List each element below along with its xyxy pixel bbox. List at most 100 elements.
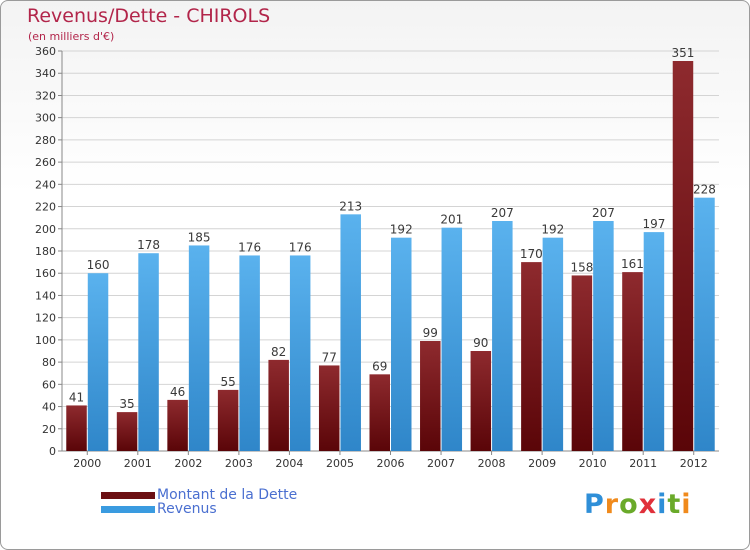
data-label-debt: 82 [271,345,286,359]
legend-item-debt: Montant de la Dette [101,487,298,503]
logo-letter: x [638,489,658,520]
x-tick-label: 2006 [377,457,405,470]
bar-debt [318,365,340,451]
logo-letter: t [667,489,682,520]
x-tick-label: 2001 [124,457,152,470]
bar-revenue [593,221,614,451]
bar-revenue [87,273,109,451]
logo-letter: o [619,489,639,520]
data-label-revenue: 176 [289,240,312,254]
bar-debt [217,389,239,451]
legend-item-revenue: Revenus [101,501,297,517]
legend-label-revenue: Revenus [157,501,217,517]
bar-revenue [542,237,564,451]
chart-title: Revenus/Dette - CHIROLS [27,5,271,27]
bar-debt [521,262,542,451]
data-label-debt: 55 [220,375,235,389]
bar-revenue [239,255,260,451]
y-tick-label: 200 [35,223,56,236]
x-tick-label: 2008 [478,457,506,470]
data-label-debt: 90 [473,336,488,350]
y-tick-label: 180 [35,245,56,258]
data-label-revenue: 192 [390,223,413,237]
y-tick-label: 120 [35,312,56,325]
data-label-debt: 170 [520,247,543,261]
data-label-debt: 77 [322,350,337,364]
bar-revenue [391,237,412,451]
data-label-debt: 161 [621,257,644,271]
bar-debt [420,341,441,451]
y-tick-label: 300 [35,112,56,125]
bar-revenue [188,245,210,451]
y-tick-label: 240 [35,178,56,191]
bar-debt [571,275,593,451]
data-label-revenue: 213 [339,199,362,213]
data-label-revenue: 176 [238,240,261,254]
legend-swatch-revenue [101,505,155,513]
bar-revenue [289,255,311,451]
data-label-revenue: 197 [642,217,665,231]
bar-revenue [441,227,463,451]
data-label-revenue: 201 [440,213,463,227]
bar-debt [116,412,138,451]
logo-letter: r [604,489,620,520]
data-label-debt: 69 [372,359,387,373]
data-label-debt: 41 [69,390,84,404]
logo-letter: i [681,489,692,520]
bar-chart: 0 20 40 60 80 100 120 140 160 180 200 220 240 260 280 3… [35,45,719,470]
y-tick-label: 80 [42,356,56,369]
data-label-revenue: 178 [137,238,160,252]
legend-swatch-debt [101,491,155,499]
y-tick-label: 340 [35,67,56,80]
y-tick-label: 160 [35,267,56,280]
logo-letter: i [657,489,668,520]
legend-label-debt: Montant de la Dette [157,487,298,503]
x-tick-label: 2012 [680,457,708,470]
x-tick-label: 2002 [174,457,202,470]
y-tick-label: 20 [42,423,56,436]
data-label-debt: 158 [570,260,593,274]
bar-revenue [694,197,715,451]
data-label-revenue: 185 [188,230,211,244]
data-label-debt: 99 [423,326,438,340]
data-label-revenue: 207 [592,206,615,220]
data-label-revenue: 207 [491,206,514,220]
bar-revenue [492,221,513,451]
bar-debt [470,351,492,451]
y-tick-label: 140 [35,289,56,302]
y-tick-label: 60 [42,378,56,391]
legend: Montant de la Dette Revenus [101,487,298,517]
x-tick-label: 2007 [427,457,455,470]
x-tick-label: 2000 [73,457,101,470]
data-label-debt: 46 [170,385,185,399]
y-tick-label: 360 [35,45,56,58]
y-tick-label: 100 [35,334,56,347]
chart-subtitle: (en milliers d'€) [28,30,115,43]
y-tick-label: 260 [35,156,56,169]
logo-letter: P [584,489,605,520]
bar-revenue [138,253,159,451]
bar-debt [167,399,188,451]
y-tick-label: 280 [35,134,56,147]
bar-debt [268,359,289,451]
x-tick-label: 2004 [275,457,303,470]
bar-debt [66,405,87,451]
bar-debt [369,374,390,451]
y-tick-label: 220 [35,201,56,214]
y-tick-label: 40 [42,401,56,414]
data-label-revenue: 192 [541,223,564,237]
data-label-debt: 351 [672,46,695,60]
y-tick-label: 0 [49,445,56,458]
x-tick-label: 2003 [225,457,253,470]
bar-debt [672,61,694,451]
bar-revenue [643,232,665,451]
bar-debt [622,272,643,451]
data-label-debt: 35 [119,397,134,411]
x-tick-label: 2009 [528,457,556,470]
proxiti-logo: Proxiti [584,489,692,520]
x-tick-label: 2011 [629,457,657,470]
bar-revenue [340,214,361,451]
x-tick-label: 2005 [326,457,354,470]
x-tick-label: 2010 [579,457,607,470]
